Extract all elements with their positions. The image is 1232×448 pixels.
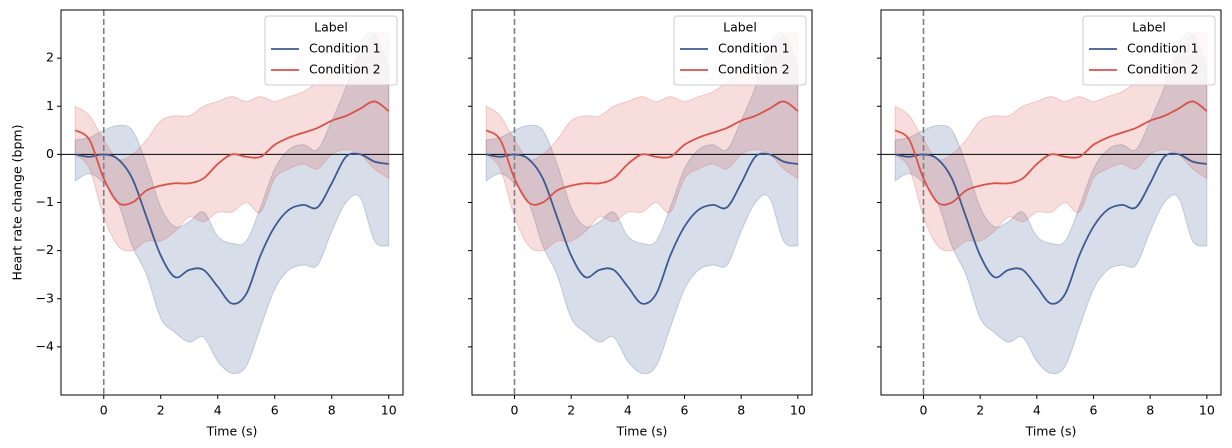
legend: Label Condition 1 Condition 2 <box>264 15 398 86</box>
x-tick-label: 8 <box>328 403 336 418</box>
legend-label: Condition 2 <box>1127 62 1199 77</box>
y-tick-label: 1 <box>46 98 54 113</box>
y-tick-label: −2 <box>36 242 54 257</box>
confidence-band <box>485 32 799 252</box>
confidence-band <box>485 32 799 375</box>
panel: 0 2 4 6 8 10 Time (s) Label Condition 1 Condition… <box>877 9 1222 439</box>
y-tick-label: 2 <box>46 50 54 65</box>
legend-box <box>264 15 398 86</box>
legend-label: Condition 1 <box>309 41 381 56</box>
legend-title: Label <box>314 20 348 35</box>
legend: Label Condition 1 Condition 2 <box>673 15 807 86</box>
x-tick-label: 4 <box>624 403 632 418</box>
series-line <box>75 152 389 305</box>
legend-title: Label <box>723 20 757 35</box>
x-tick-label: 10 <box>1199 403 1215 418</box>
panel: 0 2 4 6 8 10 −4 −3 −2 −1 0 1 2 Time (s) Heart rate cha… <box>10 9 404 439</box>
series-line <box>894 100 1208 206</box>
x-tick-label: 0 <box>100 403 108 418</box>
legend: Label Condition 1 Condition 2 <box>1082 15 1216 86</box>
series-line <box>74 100 390 206</box>
legend-label: Condition 1 <box>1127 41 1199 56</box>
legend-box <box>1082 15 1216 86</box>
x-tick-label: 2 <box>157 403 165 418</box>
x-tick-label: 6 <box>271 403 279 418</box>
y-tick-label: −1 <box>36 194 54 209</box>
confidence-band <box>894 32 1208 252</box>
legend-box <box>673 15 807 86</box>
x-tick-label: 8 <box>1146 403 1154 418</box>
confidence-band <box>74 32 390 375</box>
x-tick-label: 2 <box>567 403 575 418</box>
y-axis-label: Heart rate change (bpm) <box>10 125 25 281</box>
x-tick-label: 4 <box>1033 403 1041 418</box>
x-tick-label: 6 <box>1090 403 1098 418</box>
x-axis-label: Time (s) <box>206 424 258 439</box>
x-tick-label: 8 <box>737 403 745 418</box>
plot-area <box>472 10 812 395</box>
legend-label: Condition 2 <box>718 62 790 77</box>
legend-label: Condition 1 <box>718 41 790 56</box>
plot-area <box>881 10 1221 395</box>
panel: 0 2 4 6 8 10 Time (s) Label Condition 1 Condition… <box>468 9 813 439</box>
y-tick-label: −3 <box>36 290 54 305</box>
confidence-band <box>894 32 1208 375</box>
y-tick-label: 0 <box>46 146 54 161</box>
y-tick-label: −4 <box>36 338 54 353</box>
x-tick-label: 2 <box>976 403 984 418</box>
series-line <box>894 152 1207 305</box>
x-tick-label: 0 <box>511 403 519 418</box>
confidence-band <box>74 32 390 252</box>
x-tick-label: 10 <box>381 403 397 418</box>
x-tick-label: 10 <box>790 403 806 418</box>
x-tick-label: 0 <box>920 403 928 418</box>
legend-title: Label <box>1132 20 1166 35</box>
x-tick-label: 4 <box>214 403 222 418</box>
x-axis-label: Time (s) <box>1025 424 1077 439</box>
plot-area <box>61 10 403 395</box>
x-tick-label: 6 <box>681 403 689 418</box>
series-line <box>485 100 799 206</box>
series-line <box>485 152 798 305</box>
x-axis-label: Time (s) <box>616 424 668 439</box>
legend-label: Condition 2 <box>309 62 381 77</box>
